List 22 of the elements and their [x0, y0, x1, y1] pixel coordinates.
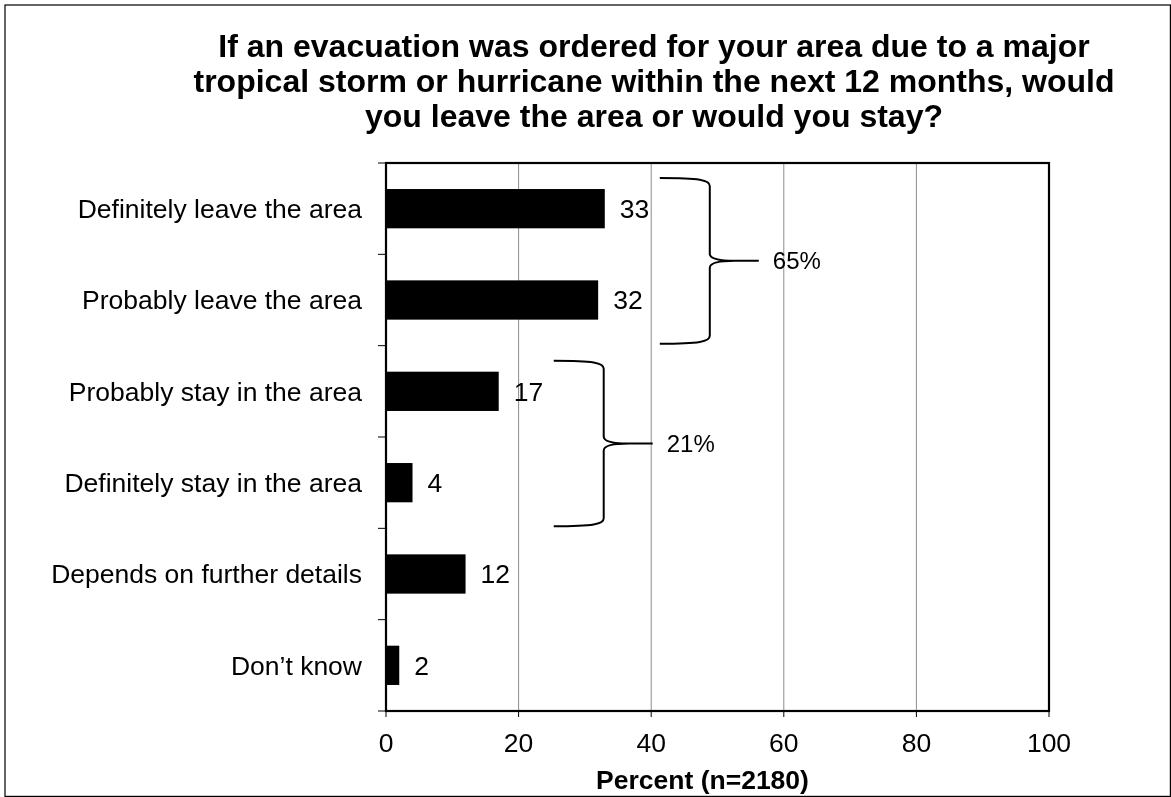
data-label: 12: [480, 559, 511, 590]
x-tick-label: 80: [901, 728, 932, 758]
annotation: 21%: [666, 429, 715, 457]
x-tick-label: 60: [769, 728, 799, 758]
data-label: 33: [619, 193, 650, 224]
chart-title: If an evacuation was ordered for your area due to a major tropical storm or hurricane within the next 12 months, would you leave the area or would you stay?: [193, 28, 1115, 134]
y-tick-label: Probably stay in the area: [68, 376, 363, 407]
x-tick-label: 40: [636, 728, 666, 758]
x-axis-title: Percent (n=2180): [596, 765, 809, 795]
y-tick-label: Definitely leave the area: [77, 193, 363, 224]
data-label: 4: [427, 467, 443, 498]
y-tick-label: Probably leave the area: [82, 285, 363, 316]
data-label: 32: [613, 285, 643, 316]
x-tick-label: 20: [503, 728, 534, 758]
y-tick-label: Depends on further details: [51, 559, 362, 590]
y-tick-label: Don’t know: [230, 650, 363, 681]
data-label: 17: [513, 376, 544, 407]
annotation: 65%: [772, 247, 821, 275]
y-tick-label: Definitely stay in the area: [64, 467, 363, 498]
x-tick-label: 0: [378, 728, 394, 758]
x-tick-label: 100: [1026, 728, 1072, 758]
data-label: 2: [414, 650, 430, 681]
